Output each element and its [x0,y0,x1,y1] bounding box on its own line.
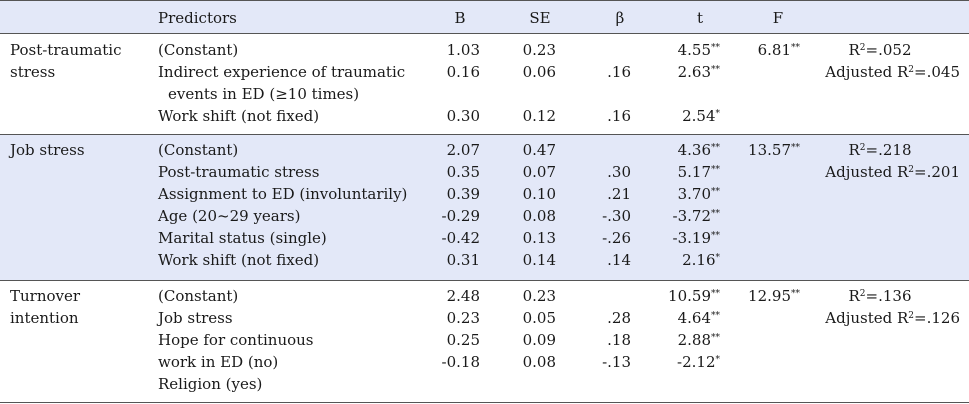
beta-cell: -.30 [602,207,631,225]
se-cell: 0.14 [522,251,556,269]
predictor-cell: Post-traumatic stress [158,163,320,181]
t-cell: 4.55** [677,41,720,59]
beta-cell: .16 [607,63,631,81]
t-cell: 2.54* [682,107,720,125]
header-f: F [772,9,784,27]
b-cell: -0.42 [441,229,480,247]
t-cell: 2.63** [677,63,720,81]
t-cell: -3.72** [672,207,720,225]
adjusted-r2-cell: Adjusted R2=.045 [825,63,960,81]
se-cell: 0.47 [522,141,556,159]
t-cell: 10.59** [668,287,720,305]
predictor-cell: Marital status (single) [158,229,327,247]
predictor-cell: events in ED (≥10 times) [168,85,360,103]
r2-cell: R2=.136 [848,287,912,305]
b-cell: -0.18 [441,353,480,371]
b-cell: 1.03 [446,41,480,59]
b-cell: 2.07 [446,141,480,159]
b-cell: 0.35 [446,163,480,181]
predictor-cell: (Constant) [158,41,239,59]
predictor-cell: Job stress [158,309,233,327]
outcome-label: intention [10,309,79,327]
r2-cell: R2=.052 [848,41,912,59]
se-cell: 0.08 [522,353,556,371]
outcome-label: Turnover [10,287,81,305]
b-cell: 0.23 [446,309,480,327]
b-cell: -0.29 [441,207,480,225]
beta-cell: .28 [607,309,631,327]
t-cell: 3.70** [677,185,720,203]
predictor-cell: Assignment to ED (involuntarily) [158,185,408,203]
predictor-cell: (Constant) [158,141,239,159]
predictor-cell: Religion (yes) [158,375,263,393]
b-cell: 0.16 [446,63,480,81]
header-beta: β [615,9,625,27]
group-2: Job stress (Constant) 2.07 0.47 4.36** Post-t… [0,134,969,280]
se-cell: 0.10 [522,185,556,203]
b-cell: 0.39 [446,185,480,203]
se-cell: 0.23 [522,41,556,59]
se-cell: 0.08 [522,207,556,225]
table-rule [0,134,969,135]
predictor-cell: (Constant) [158,287,239,305]
predictor-cell: work in ED (no) [158,353,279,371]
t-cell: 2.88** [677,331,720,349]
t-cell: -3.19** [672,229,720,247]
t-cell: -2.12* [677,353,720,371]
t-cell: 4.36** [677,141,720,159]
table-header: Predictors B SE β t F [0,0,969,34]
predictor-cell: Work shift (not fixed) [158,107,320,125]
beta-cell: .14 [607,251,631,269]
se-cell: 0.06 [522,63,556,81]
b-cell: 2.48 [446,287,480,305]
r2-cell: R2=.218 [848,141,912,159]
se-cell: 0.13 [522,229,556,247]
t-cell: 4.64** [677,309,720,327]
beta-cell: .18 [607,331,631,349]
outcome-label: Post-traumatic [10,41,122,59]
predictor-cell: Work shift (not fixed) [158,251,320,269]
header-se: SE [529,9,551,27]
se-cell: 0.23 [522,287,556,305]
predictor-cell: Indirect experience of traumatic [158,63,406,81]
header-b: B [454,9,466,27]
t-cell: 2.16* [682,251,720,269]
t-cell: 5.17** [677,163,720,181]
f-cell: 13.57** [748,141,800,159]
adjusted-r2-cell: Adjusted R2=.201 [825,163,960,181]
f-cell: 6.81** [757,41,800,59]
se-cell: 0.09 [522,331,556,349]
beta-cell: -.26 [602,229,631,247]
se-cell: 0.12 [522,107,556,125]
adjusted-r2-cell: Adjusted R2=.126 [825,309,960,327]
group-1: Post-traumatic stress (Constant) 1.03 0.23 4.… [0,34,969,134]
outcome-label: stress [10,63,56,81]
group-3: Turnover intention (Constant) 2.48 0.23 10.59… [0,280,969,400]
beta-cell: .21 [607,185,631,203]
b-cell: 0.30 [446,107,480,125]
predictor-cell: Hope for continuous [158,331,314,349]
table-rule [0,280,969,281]
beta-cell: -.13 [602,353,631,371]
f-cell: 12.95** [748,287,800,305]
b-cell: 0.31 [446,251,480,269]
b-cell: 0.25 [446,331,480,349]
predictor-cell: Age (20~29 years) [158,207,301,225]
beta-cell: .30 [607,163,631,181]
beta-cell: .16 [607,107,631,125]
se-cell: 0.05 [522,309,556,327]
header-t: t [696,9,704,27]
outcome-label: Job stress [10,141,85,159]
header-predictors: Predictors [158,9,237,27]
table-rule [0,402,969,403]
se-cell: 0.07 [522,163,556,181]
